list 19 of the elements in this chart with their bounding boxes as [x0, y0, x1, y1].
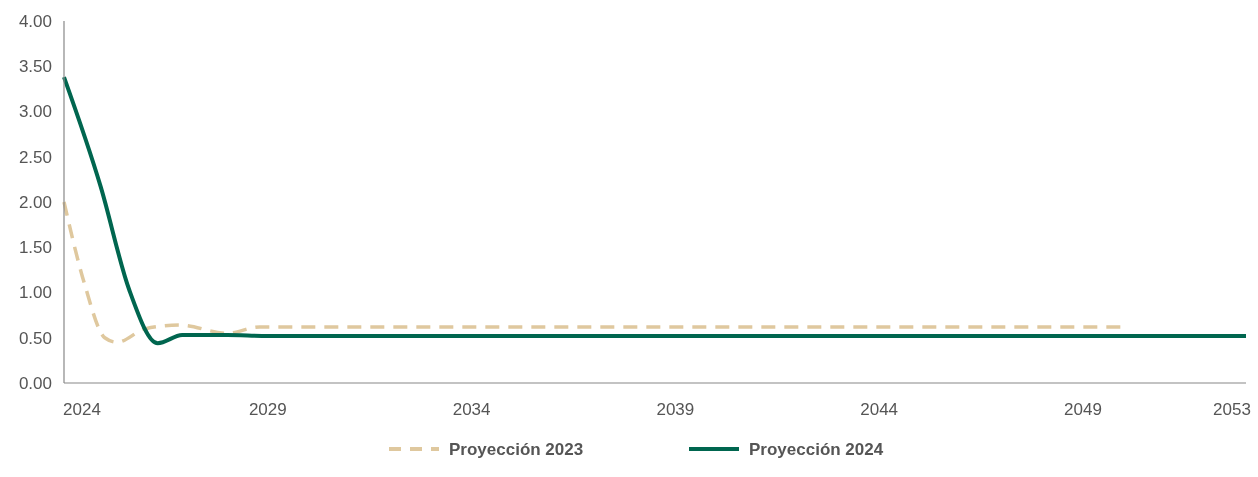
- y-tick-label: 3.50: [18, 57, 52, 77]
- legend-label: Proyección 2024: [749, 439, 884, 459]
- x-tick-label: 2029: [248, 400, 287, 419]
- y-tick-label: 0.00: [18, 373, 52, 393]
- y-tick-label: 1.00: [18, 283, 52, 303]
- y-tick-label: 3.00: [18, 102, 52, 122]
- x-tick-label: 2034: [452, 400, 491, 419]
- y-tick-label: 0.50: [18, 328, 52, 348]
- x-tick-label: 2024: [63, 400, 101, 419]
- y-tick-label: 2.00: [18, 192, 52, 212]
- x-tick-label: 2044: [860, 400, 899, 419]
- x-tick-label: 2039: [656, 400, 695, 419]
- y-tick-label: 4.00: [18, 11, 52, 31]
- y-tick-label: 2.50: [18, 147, 52, 167]
- legend-label: Proyección 2023: [449, 439, 584, 459]
- x-tick-label: 2049: [1064, 400, 1102, 419]
- x-tick-label: 2053: [1213, 400, 1251, 419]
- line-series: [62, 75, 1248, 346]
- y-tick-label: 1.50: [18, 238, 52, 258]
